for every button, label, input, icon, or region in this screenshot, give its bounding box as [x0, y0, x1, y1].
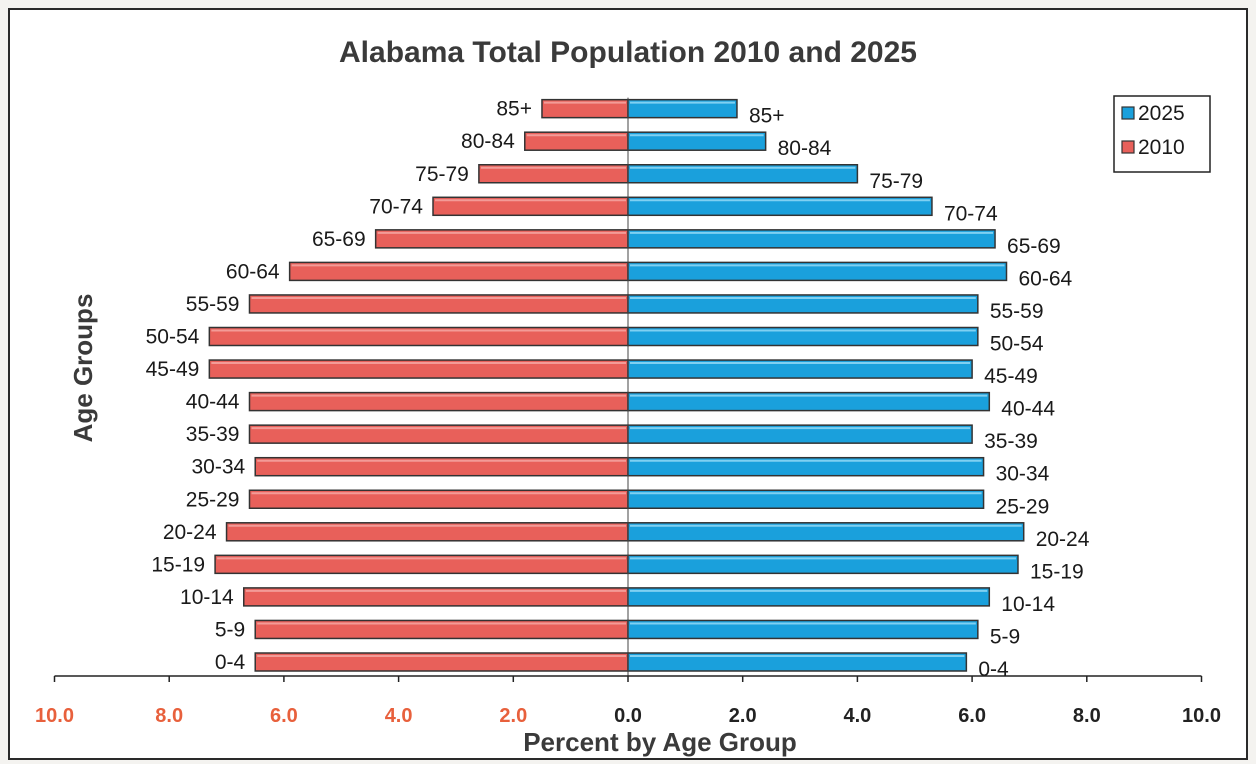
category-label-left-30-34: 30-34 [192, 456, 246, 479]
x-tick-label-10: 10.0 [1182, 705, 1221, 727]
x-tick-label-9: 8.0 [1073, 705, 1101, 727]
category-label-right-75-79: 75-79 [869, 170, 923, 193]
category-label-right-25-29: 25-29 [996, 495, 1050, 518]
y-axis-title: Age Groups [68, 294, 98, 443]
category-label-right-50-54: 50-54 [990, 333, 1044, 356]
category-labels: 0-4 0-4 5-9 5-9 10-14 10-14 15-19 15-19 20-24 20-… [146, 98, 1090, 681]
legend-label-2025: 2025 [1138, 102, 1185, 125]
x-tick-label-5: 0.0 [614, 705, 642, 727]
x-tick-label-1: 8.0 [155, 705, 183, 727]
category-label-right-80-84: 80-84 [778, 137, 832, 160]
legend-swatch-2025 [1121, 106, 1135, 120]
category-label-left-35-39: 35-39 [186, 423, 240, 446]
category-label-left-75-79: 75-79 [415, 163, 469, 186]
category-label-left-45-49: 45-49 [146, 358, 200, 381]
x-tick-label-6: 2.0 [729, 705, 757, 727]
category-label-left-55-59: 55-59 [186, 293, 240, 316]
category-label-left-15-19: 15-19 [151, 553, 205, 576]
category-label-right-35-39: 35-39 [984, 430, 1038, 453]
category-label-left-70-74: 70-74 [369, 195, 423, 218]
category-label-right-65-69: 65-69 [1007, 235, 1061, 258]
x-tick-label-0: 10.0 [35, 705, 74, 727]
category-label-left-0-4: 0-4 [215, 651, 246, 674]
category-label-right-10-14: 10-14 [1001, 593, 1055, 616]
x-axis-title: Percent by Age Group [523, 727, 797, 757]
x-tick-label-2: 6.0 [270, 705, 298, 727]
category-label-left-80-84: 80-84 [461, 130, 515, 153]
x-tick-label-3: 4.0 [385, 705, 413, 727]
category-label-left-40-44: 40-44 [186, 391, 240, 414]
category-label-left-10-14: 10-14 [180, 586, 234, 609]
category-label-right-45-49: 45-49 [984, 365, 1038, 388]
category-label-left-25-29: 25-29 [186, 488, 240, 511]
legend: 2025 2010 [1113, 95, 1211, 173]
category-label-left-5-9: 5-9 [215, 618, 245, 641]
category-label-left-85-plus: 85+ [496, 98, 532, 121]
category-label-right-5-9: 5-9 [990, 625, 1020, 648]
bars-layer [208, 98, 1025, 672]
x-tick-label-4: 2.0 [499, 705, 527, 727]
x-tick-label-8: 6.0 [958, 705, 986, 727]
category-label-left-60-64: 60-64 [226, 260, 280, 283]
chart-title: Alabama Total Population 2010 and 2025 [339, 36, 917, 69]
legend-label-2010: 2010 [1138, 136, 1185, 159]
category-label-left-65-69: 65-69 [312, 228, 366, 251]
population-pyramid-chart: Alabama Total Population 2010 and 2025 A… [35, 36, 1221, 757]
x-axis: 10.0 8.0 6.0 4.0 2.0 0.0 2.0 4.0 6.0 8.0 10.0 [35, 97, 1221, 727]
category-label-right-60-64: 60-64 [1019, 267, 1073, 290]
category-label-right-85-plus: 85+ [749, 105, 785, 128]
category-label-left-50-54: 50-54 [146, 326, 200, 349]
category-label-right-15-19: 15-19 [1030, 560, 1084, 583]
category-label-right-70-74: 70-74 [944, 202, 998, 225]
chart-frame: Alabama Total Population 2010 and 2025 A… [8, 8, 1248, 760]
category-label-right-40-44: 40-44 [1001, 398, 1055, 421]
category-label-left-20-24: 20-24 [163, 521, 217, 544]
category-label-right-0-4: 0-4 [978, 658, 1009, 681]
category-label-right-20-24: 20-24 [1036, 528, 1090, 551]
category-label-right-30-34: 30-34 [996, 463, 1050, 486]
category-label-right-55-59: 55-59 [990, 300, 1044, 323]
legend-swatch-2010 [1121, 140, 1135, 154]
x-tick-label-7: 4.0 [843, 705, 871, 727]
